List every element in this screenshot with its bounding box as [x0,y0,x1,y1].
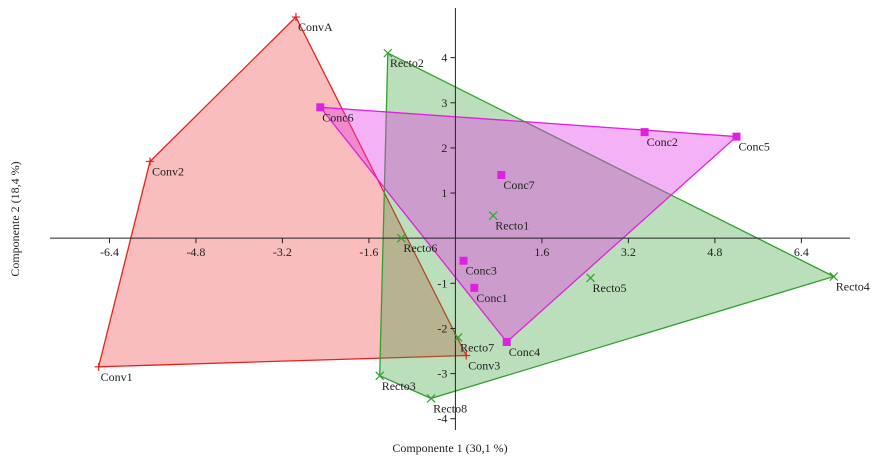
group-hulls [97,15,836,400]
marker-d2 [375,371,385,381]
x-axis-title: Componente 1 (30,1 %) [392,441,507,455]
x-tick-label: -3.2 [273,245,292,259]
label-conc2: Conc2 [647,135,678,149]
label-recto4: Recto4 [836,280,870,294]
point-recto3 [375,371,385,381]
label-conc5: Conc5 [738,140,769,154]
point-conv1 [94,362,103,371]
point-conc4 [502,337,511,346]
y-tick-label: 4 [441,51,447,65]
point-recto1 [488,211,498,221]
point-conc1 [470,283,479,292]
label-conv2: Conv2 [152,164,184,178]
x-tick-label: -4.8 [186,245,205,259]
point-conc3 [459,256,468,265]
x-tick-label: 6.4 [794,245,809,259]
y-axis-title: Componente 2 (18,4 %) [8,161,22,276]
point-conc5 [732,132,741,141]
y-tick-label: -3 [437,367,447,381]
point-conv2 [146,157,154,166]
y-tick-label: -1 [437,276,447,290]
label-recto6: Recto6 [403,241,437,255]
marker-d2 [488,211,498,221]
label-conc1: Conc1 [476,291,507,305]
x-tick-label: 4.8 [707,245,722,259]
label-recto7: Recto7 [460,340,494,354]
y-tick-label: 2 [441,141,447,155]
axes: -6.4 -4.8 -3.2 -1.6 1.6 3.2 4.8 6.4 4 3 2 1 -1 -2 -3 -4 [50,8,850,430]
marker-d2 [453,333,463,342]
y-tick-label: -2 [437,321,447,335]
marker-d2 [586,273,595,283]
point-recto5 [586,273,595,283]
data-points [94,13,839,403]
marker-d2 [426,393,436,403]
label-conv1: Conv1 [101,370,133,384]
label-conc3: Conc3 [466,264,497,278]
x-tick-label: -1.6 [359,245,378,259]
label-conc7: Conc7 [503,178,534,192]
label-recto3: Recto3 [382,379,416,393]
x-tick-label: -6.4 [100,245,119,259]
label-conc4: Conc4 [509,345,540,359]
label-conva: ConvA [298,20,333,34]
point-conc2 [640,128,649,137]
point-recto4 [829,272,839,281]
marker-d2 [383,48,393,58]
label-recto1: Recto1 [495,219,529,233]
hull-conc [318,106,739,343]
y-tick-label: -4 [437,412,447,426]
point-recto6 [396,233,406,243]
point-recto2 [383,48,393,58]
point-conc7 [497,170,506,179]
label-recto5: Recto5 [593,281,627,295]
point-conva [291,13,300,22]
point-recto7 [453,333,463,342]
x-tick-label: 3.2 [621,245,636,259]
point-conv3 [462,351,471,360]
label-conc6: Conc6 [322,110,353,124]
point-conc6 [316,103,325,112]
label-recto2: Recto2 [390,56,424,70]
marker-d2 [396,233,406,243]
point-labels: ConvA Conv2 Conv1 Conv3 Recto2 Recto1 Recto6 Re… [101,20,870,415]
x-tick-label: 1.6 [534,245,549,259]
y-tick-label: 3 [441,96,447,110]
y-tick-label: 1 [441,186,447,200]
label-conv3: Conv3 [468,359,500,373]
label-recto8: Recto8 [433,401,467,415]
marker-d2 [829,272,839,281]
point-recto8 [426,393,436,403]
